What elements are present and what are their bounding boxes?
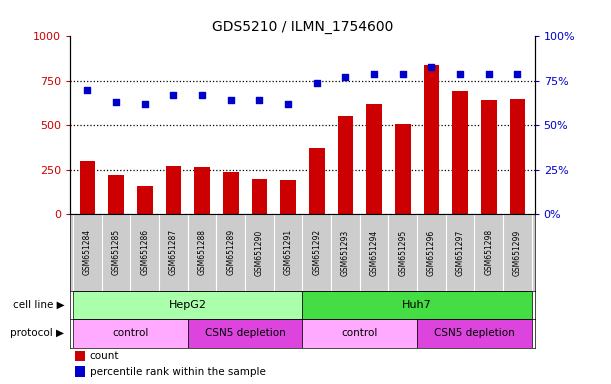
Bar [302, 291, 532, 319]
Bar [188, 214, 216, 291]
Bar [481, 100, 497, 214]
Bar [302, 319, 417, 348]
Bar [131, 214, 159, 291]
Point [312, 79, 321, 86]
Bar [360, 214, 389, 291]
Text: GSM651294: GSM651294 [370, 229, 379, 275]
Text: protocol ▶: protocol ▶ [10, 328, 64, 338]
Point [140, 101, 150, 107]
Bar [245, 214, 274, 291]
Bar [252, 179, 268, 214]
Bar [75, 351, 85, 361]
Text: GSM651291: GSM651291 [284, 229, 293, 275]
Point [369, 71, 379, 77]
Bar [475, 214, 503, 291]
Text: GSM651288: GSM651288 [197, 229, 207, 275]
Text: GSM651293: GSM651293 [341, 229, 350, 275]
Text: GSM651287: GSM651287 [169, 229, 178, 275]
Bar [331, 214, 360, 291]
Bar [366, 104, 382, 214]
Text: Huh7: Huh7 [402, 300, 432, 310]
Point [426, 64, 436, 70]
Bar [75, 366, 85, 377]
Bar [73, 319, 188, 348]
Text: cell line ▶: cell line ▶ [13, 300, 64, 310]
Bar [79, 161, 95, 214]
Point [455, 71, 465, 77]
Text: percentile rank within the sample: percentile rank within the sample [90, 367, 266, 377]
Bar [446, 214, 474, 291]
Point [226, 97, 236, 103]
Point [169, 92, 178, 98]
Bar [102, 214, 130, 291]
Text: GSM651297: GSM651297 [456, 229, 464, 275]
Text: GSM651299: GSM651299 [513, 229, 522, 275]
Point [197, 92, 207, 98]
Point [284, 101, 293, 107]
Bar [108, 175, 124, 214]
Bar [188, 319, 302, 348]
Point [484, 71, 494, 77]
Bar [194, 167, 210, 214]
Text: GSM651296: GSM651296 [427, 229, 436, 275]
Text: GSM651298: GSM651298 [485, 229, 493, 275]
Bar [389, 214, 417, 291]
Bar [280, 180, 296, 214]
Bar [395, 124, 411, 214]
Bar [309, 148, 324, 214]
Bar [73, 214, 102, 291]
Point [398, 71, 408, 77]
Bar [159, 214, 188, 291]
Text: CSN5 depletion: CSN5 depletion [205, 328, 285, 338]
Point [340, 74, 350, 80]
Bar [337, 116, 353, 214]
Title: GDS5210 / ILMN_1754600: GDS5210 / ILMN_1754600 [212, 20, 393, 34]
Text: control: control [112, 328, 148, 338]
Bar [223, 172, 239, 214]
Bar [302, 214, 331, 291]
Text: GSM651285: GSM651285 [112, 229, 120, 275]
Point [82, 87, 92, 93]
Text: GSM651286: GSM651286 [141, 229, 149, 275]
Text: GSM651290: GSM651290 [255, 229, 264, 275]
Bar [274, 214, 302, 291]
Bar [503, 214, 532, 291]
Bar [137, 185, 153, 214]
Point [255, 97, 265, 103]
Text: CSN5 depletion: CSN5 depletion [434, 328, 515, 338]
Bar [166, 166, 181, 214]
Bar [73, 291, 302, 319]
Text: GSM651292: GSM651292 [312, 229, 321, 275]
Text: GSM651295: GSM651295 [398, 229, 408, 275]
Bar [216, 214, 245, 291]
Text: GSM651284: GSM651284 [83, 229, 92, 275]
Point [111, 99, 121, 105]
Text: GSM651289: GSM651289 [226, 229, 235, 275]
Bar [423, 65, 439, 214]
Bar [417, 214, 446, 291]
Point [513, 71, 522, 77]
Text: HepG2: HepG2 [169, 300, 207, 310]
Bar [510, 99, 525, 214]
Text: control: control [342, 328, 378, 338]
Bar [452, 91, 468, 214]
Bar [417, 319, 532, 348]
Text: count: count [90, 351, 119, 361]
